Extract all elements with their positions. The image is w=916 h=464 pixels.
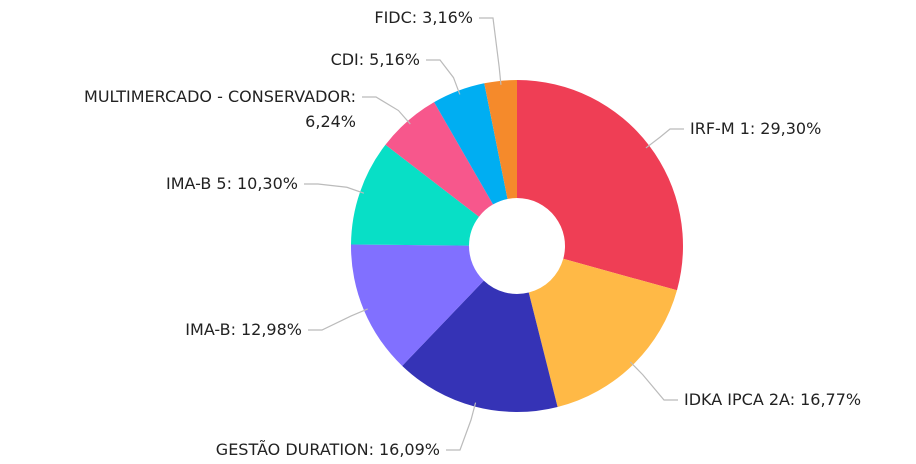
slice-label: GESTÃO DURATION: 16,09% xyxy=(216,440,440,459)
slice-category: MULTIMERCADO - CONSERVADOR: xyxy=(84,87,356,106)
leader-line xyxy=(645,128,684,149)
slice-label: FIDC: 3,16% xyxy=(374,8,473,27)
slice-category: IMA-B 5: xyxy=(166,174,232,193)
slice-label: IMA-B: 12,98% xyxy=(185,320,302,339)
donut-slice xyxy=(434,83,508,205)
leader-line xyxy=(479,17,502,85)
slice-category: IDKA IPCA 2A: xyxy=(684,390,795,409)
slice-value: 10,30% xyxy=(237,174,298,193)
slice-label: MULTIMERCADO - CONSERVADOR: 6,24% xyxy=(84,87,356,131)
slice-value: 5,16% xyxy=(369,50,420,69)
slice-category: CDI: xyxy=(331,50,365,69)
donut-slice xyxy=(517,80,683,291)
donut-slice xyxy=(528,258,677,407)
donut-slice xyxy=(402,280,558,412)
slice-value: 3,16% xyxy=(422,8,473,27)
slice-label: IDKA IPCA 2A: 16,77% xyxy=(684,390,861,409)
donut-slice xyxy=(351,244,484,366)
leader-line xyxy=(304,183,365,194)
leader-line xyxy=(446,402,477,451)
donut-slice xyxy=(484,80,517,199)
leader-line xyxy=(362,96,411,125)
slice-value: 16,09% xyxy=(379,440,440,459)
slice-label: IMA-B 5: 10,30% xyxy=(166,174,298,193)
slice-value: 12,98% xyxy=(241,320,302,339)
leader-line xyxy=(629,361,678,401)
slice-category: IRF-M 1: xyxy=(690,119,755,138)
donut-slice xyxy=(351,144,479,246)
slice-label: IRF-M 1: 29,30% xyxy=(690,119,821,138)
leader-line xyxy=(426,59,461,95)
slice-category: GESTÃO DURATION: xyxy=(216,440,374,459)
slice-value: 6,24% xyxy=(305,112,356,131)
donut-slice xyxy=(385,102,494,217)
slice-category: FIDC: xyxy=(374,8,417,27)
slice-value: 16,77% xyxy=(800,390,861,409)
slice-value: 29,30% xyxy=(760,119,821,138)
slice-label: CDI: 5,16% xyxy=(331,50,420,69)
leader-line xyxy=(308,308,368,331)
slice-category: IMA-B: xyxy=(185,320,236,339)
